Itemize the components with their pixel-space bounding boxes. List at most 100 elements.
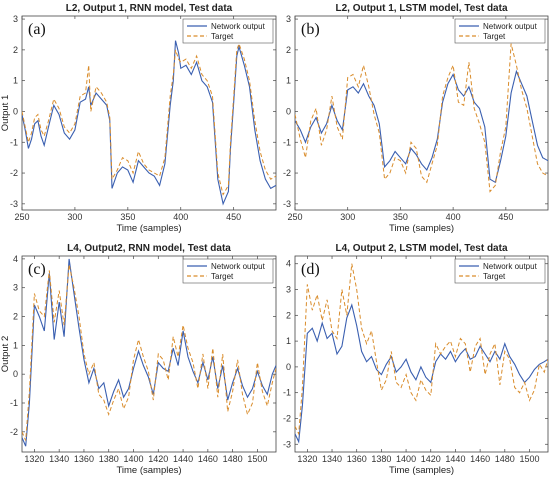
- x-tick-label: 1420: [148, 454, 168, 464]
- x-tick-label: 1380: [99, 454, 119, 464]
- x-tick-label: 1360: [347, 454, 367, 464]
- y-axis-label: Output 1: [0, 95, 11, 131]
- x-tick-label: 1360: [74, 454, 94, 464]
- x-tick-label: 1480: [495, 454, 515, 464]
- x-tick-label: 450: [226, 212, 241, 222]
- x-axis-label: Time (samples): [116, 223, 181, 234]
- series-line-target: [22, 42, 276, 196]
- x-tick-label: 400: [446, 212, 461, 222]
- legend-box: [182, 18, 274, 44]
- x-tick-label: 250: [14, 212, 29, 222]
- legend-entry: Target: [483, 272, 506, 281]
- x-tick-label: 1480: [223, 454, 243, 464]
- y-tick-label: -1: [283, 388, 291, 398]
- x-tick-label: 250: [287, 212, 302, 222]
- x-axis-label: Time (samples): [389, 223, 454, 234]
- x-tick-label: 350: [120, 212, 135, 222]
- x-tick-label: 1500: [247, 454, 267, 464]
- y-axis-label: Output 2: [0, 336, 11, 372]
- panel-letter: (a): [28, 21, 46, 38]
- y-tick-label: 3: [286, 285, 291, 295]
- y-tick-label: 1: [13, 340, 18, 350]
- plot-area: [21, 255, 277, 453]
- y-tick-label: 3: [13, 283, 18, 293]
- x-tick-label: 1440: [445, 454, 465, 464]
- y-tick-label: -2: [10, 427, 18, 437]
- legend-entry: Network output: [483, 262, 538, 271]
- plot-area: [294, 255, 549, 453]
- y-tick-label: 2: [286, 45, 291, 55]
- panel-letter: (b): [301, 21, 320, 38]
- chart-title: L2, Output 1, LSTM model, Test data: [335, 3, 507, 14]
- legend-box: [454, 18, 546, 44]
- chart-panel-3: 1320 1340 1360 1380 1400 1420 1440 1460 1480 1500…: [0, 243, 277, 476]
- series-line-network-output: [295, 303, 548, 444]
- y-tick-label: 0: [13, 369, 18, 379]
- series-line-network-output: [295, 69, 548, 184]
- legend-entry: Target: [211, 32, 234, 41]
- x-tick-label: 1340: [49, 454, 69, 464]
- y-tick-label: -3: [283, 439, 291, 449]
- chart-title: L4, Output 2, LSTM model, Test data: [335, 243, 507, 254]
- y-tick-label: -1: [10, 137, 18, 147]
- x-tick-label: 1320: [24, 454, 44, 464]
- legend-box: [182, 258, 274, 284]
- y-tick-label: -2: [10, 168, 18, 178]
- x-tick-label: 1420: [421, 454, 441, 464]
- y-tick-label: 4: [13, 254, 18, 264]
- x-tick-label: 450: [498, 212, 513, 222]
- x-tick-label: 1500: [519, 454, 539, 464]
- x-tick-label: 1440: [173, 454, 193, 464]
- x-tick-label: 400: [173, 212, 188, 222]
- y-tick-label: -3: [283, 199, 291, 209]
- panel-letter: (d): [301, 261, 320, 278]
- chart-title: L4, Output2, RNN model, Test data: [67, 243, 231, 254]
- y-tick-label: 3: [286, 14, 291, 24]
- x-tick-label: 300: [340, 212, 355, 222]
- y-tick-label: -1: [10, 398, 18, 408]
- x-tick-label: 1460: [470, 454, 490, 464]
- y-tick-label: -3: [10, 199, 18, 209]
- x-tick-label: 1400: [123, 454, 143, 464]
- y-tick-label: -2: [283, 413, 291, 423]
- x-tick-label: 1340: [322, 454, 342, 464]
- panel-letter: (c): [28, 261, 46, 278]
- legend-entry: Network output: [211, 262, 266, 271]
- plot-area: [21, 15, 277, 211]
- y-tick-label: 1: [286, 76, 291, 86]
- y-tick-label: 2: [13, 312, 18, 322]
- x-axis-label: Time (samples): [389, 465, 454, 476]
- chart-panel-1: 250 300 350 400 450 -3 -2 -1 0 1 2 3 L2, Output 1, R…: [0, 3, 277, 234]
- legend-box: [454, 258, 546, 284]
- x-tick-label: 300: [67, 212, 82, 222]
- y-tick-label: 0: [13, 106, 18, 116]
- y-tick-label: -2: [283, 168, 291, 178]
- y-tick-label: 2: [286, 310, 291, 320]
- x-tick-label: 1460: [198, 454, 218, 464]
- y-tick-label: 3: [13, 14, 18, 24]
- legend-entry: Network output: [483, 22, 538, 31]
- x-axis-label: Time (samples): [116, 465, 181, 476]
- x-tick-label: 1320: [297, 454, 317, 464]
- x-tick-label: 350: [393, 212, 408, 222]
- chart-panel-2: 250 300 350 400 450 -3 -2 -1 0 1 2 3 L2, Output 1, L…: [283, 3, 549, 234]
- y-tick-label: 0: [286, 106, 291, 116]
- legend-entry: Network output: [211, 22, 266, 31]
- y-tick-label: 4: [286, 259, 291, 269]
- chart-panel-4: 1320 1340 1360 1380 1400 1420 1440 1460 1480 1500…: [283, 243, 549, 476]
- legend-entry: Target: [483, 32, 506, 41]
- x-tick-label: 1380: [371, 454, 391, 464]
- y-tick-label: 1: [286, 336, 291, 346]
- x-tick-label: 1400: [396, 454, 416, 464]
- legend-entry: Target: [211, 272, 234, 281]
- y-tick-label: 2: [13, 45, 18, 55]
- plot-area: [294, 15, 549, 211]
- chart-title: L2, Output 1, RNN model, Test data: [66, 3, 233, 14]
- y-tick-label: 0: [286, 362, 291, 372]
- y-tick-label: -1: [283, 137, 291, 147]
